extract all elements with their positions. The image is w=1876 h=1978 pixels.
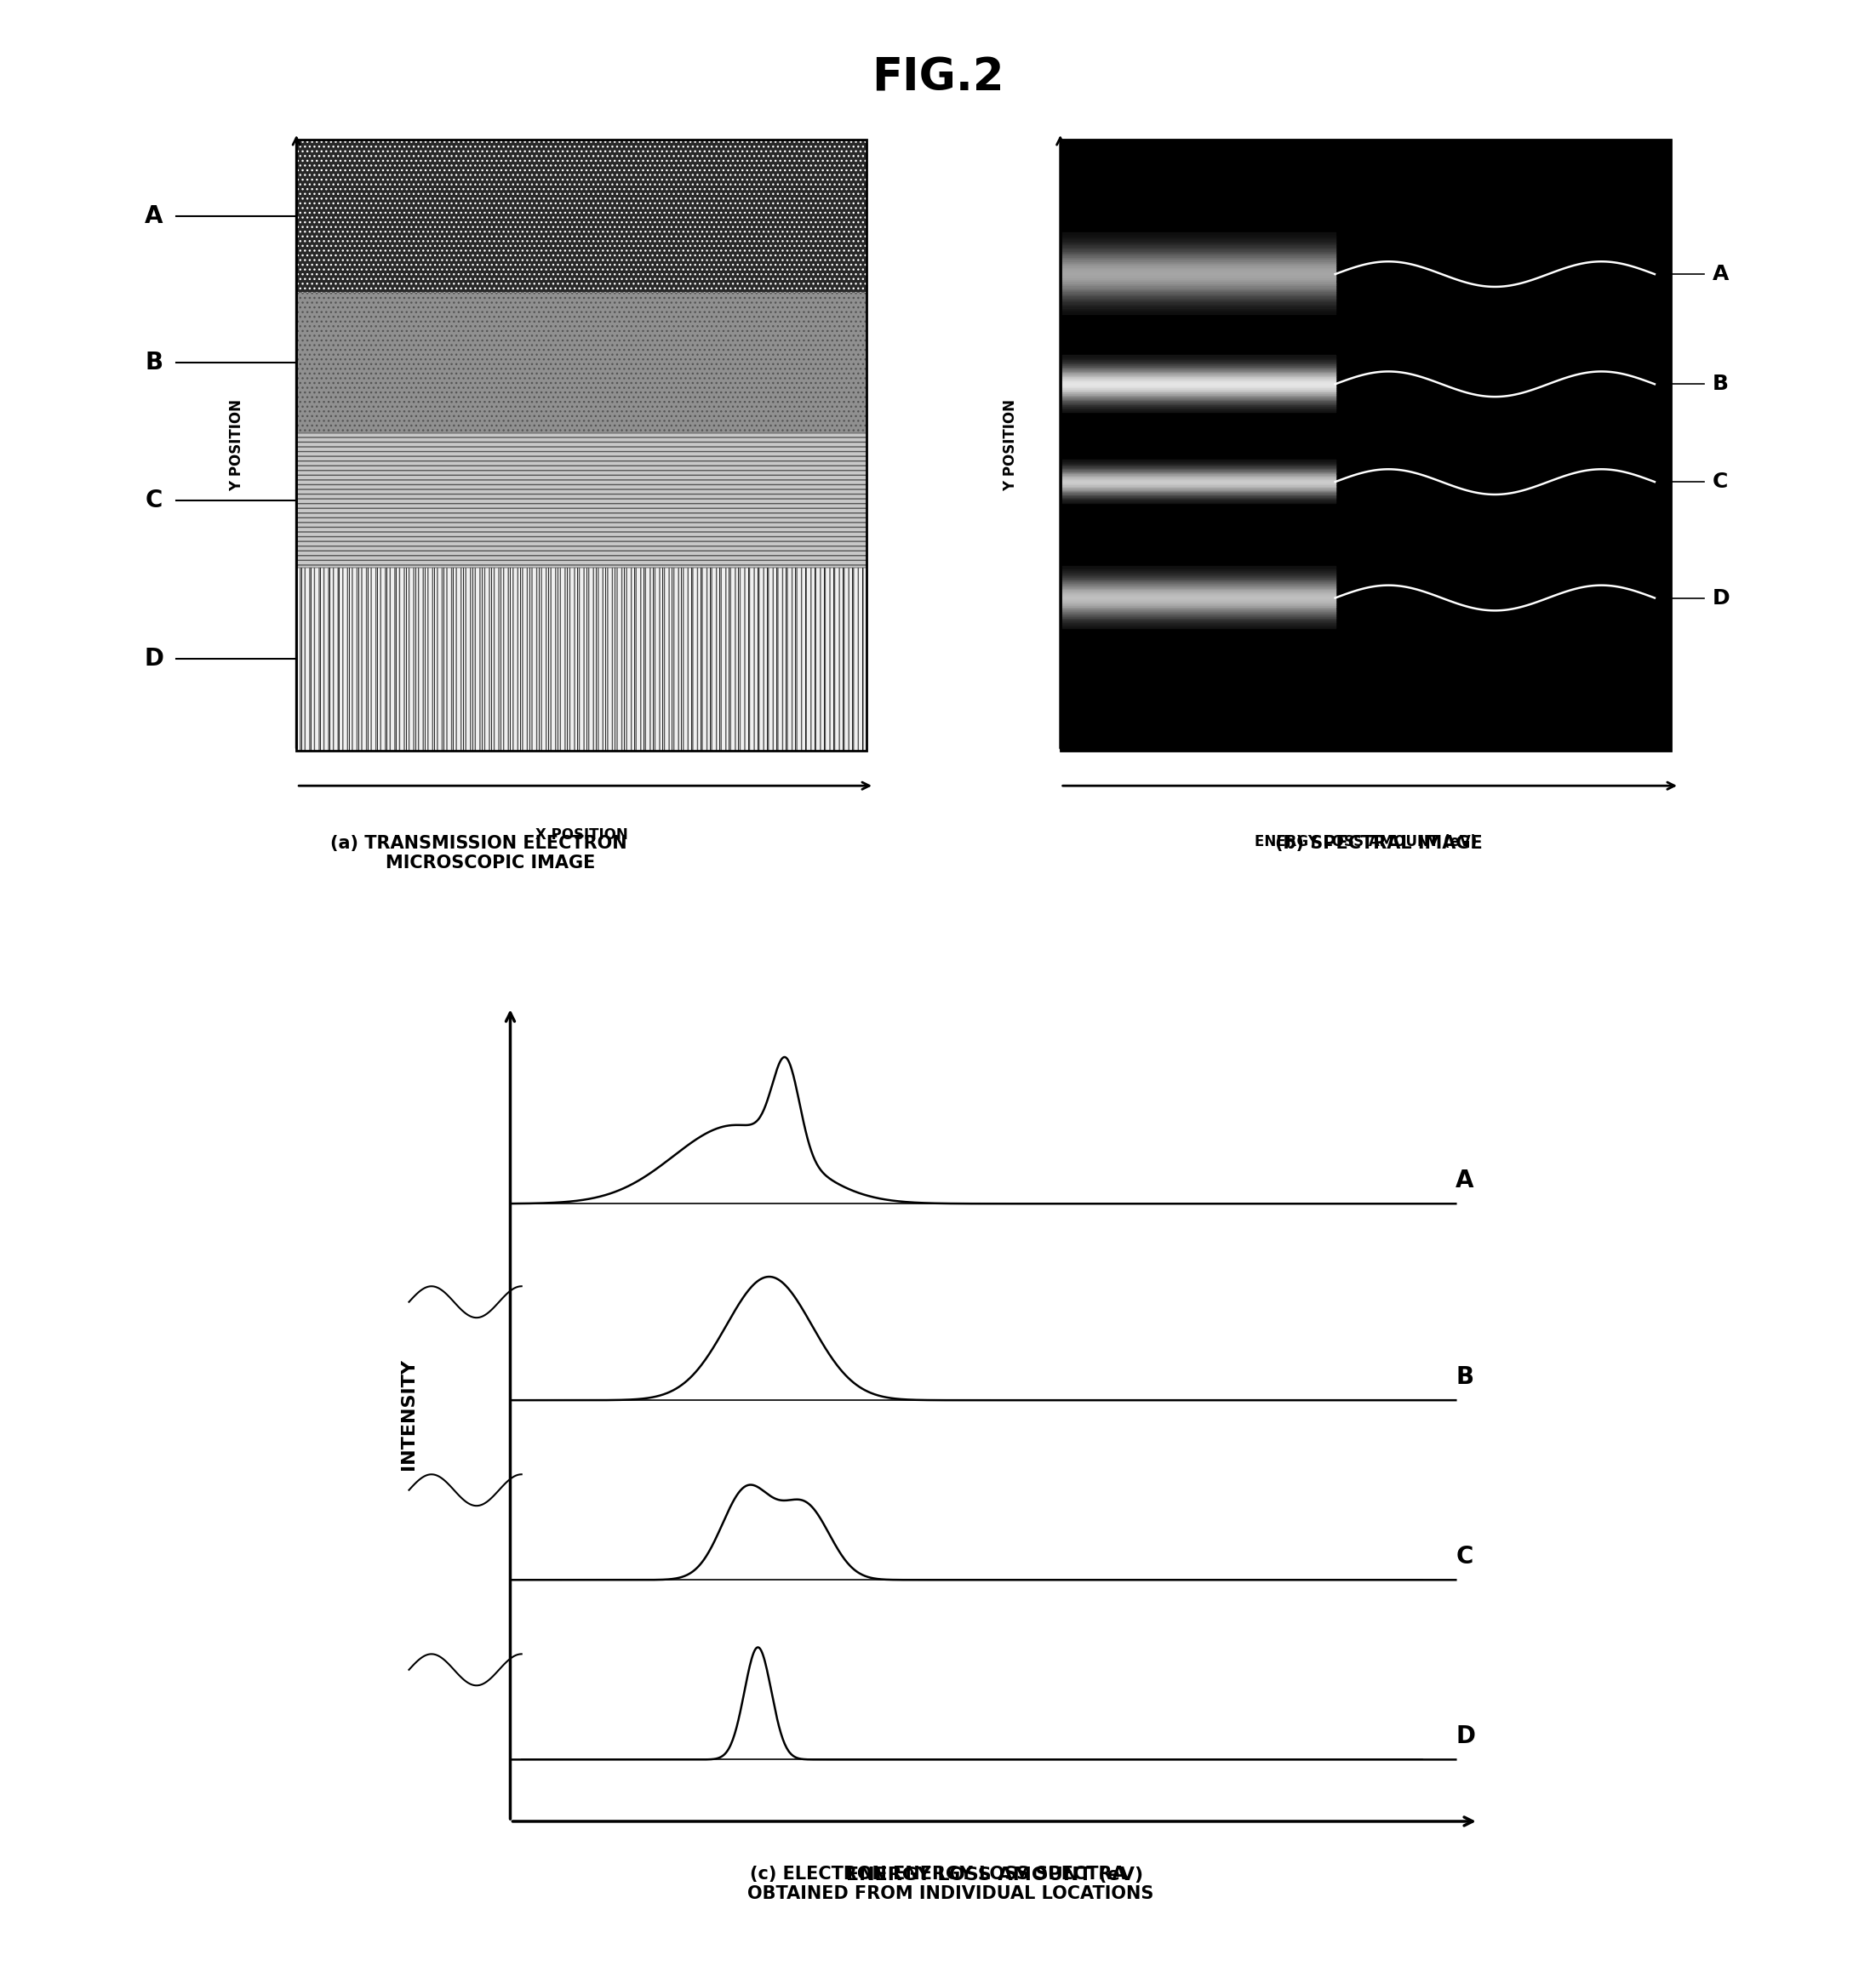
Bar — [296, 433, 867, 568]
Text: A: A — [144, 204, 163, 227]
Text: A: A — [1456, 1169, 1475, 1193]
Text: B: B — [144, 350, 163, 374]
Bar — [296, 568, 867, 752]
Text: D: D — [144, 647, 163, 671]
Text: C: C — [1456, 1545, 1473, 1569]
Text: C: C — [144, 489, 163, 512]
Text: C: C — [1713, 471, 1728, 493]
Bar — [1060, 140, 1672, 752]
Text: FIG.2: FIG.2 — [872, 55, 1004, 99]
Bar — [296, 140, 867, 293]
Text: B: B — [1456, 1365, 1475, 1389]
Bar — [296, 293, 867, 433]
Text: (b) SPECTRAL IMAGE: (b) SPECTRAL IMAGE — [1276, 835, 1482, 853]
Text: D: D — [1713, 587, 1730, 607]
Bar — [296, 433, 867, 568]
Text: Y POSITION: Y POSITION — [1004, 400, 1019, 491]
Text: ENERGY LOSS AMOUNT (eV): ENERGY LOSS AMOUNT (eV) — [846, 1867, 1142, 1883]
Bar — [296, 140, 867, 752]
Text: Y POSITION: Y POSITION — [229, 400, 244, 491]
Text: B: B — [1713, 374, 1728, 394]
Text: X POSITION: X POSITION — [535, 827, 628, 843]
Text: A: A — [1713, 263, 1730, 285]
Bar — [296, 293, 867, 433]
Bar — [296, 568, 867, 752]
Text: (c) ELECTRON ENERGY LOSS SPECTRA
    OBTAINED FROM INDIVIDUAL LOCATIONS: (c) ELECTRON ENERGY LOSS SPECTRA OBTAINE… — [722, 1865, 1154, 1903]
Text: INTENSITY: INTENSITY — [400, 1359, 418, 1470]
Text: D: D — [1456, 1725, 1475, 1749]
Text: ENERGY LOSS AMOUNT (eV): ENERGY LOSS AMOUNT (eV) — [1255, 835, 1476, 851]
Bar — [296, 140, 867, 293]
Bar — [1060, 140, 1672, 752]
Text: (a) TRANSMISSION ELECTRON
    MICROSCOPIC IMAGE: (a) TRANSMISSION ELECTRON MICROSCOPIC IM… — [330, 835, 627, 872]
Bar — [296, 568, 867, 752]
